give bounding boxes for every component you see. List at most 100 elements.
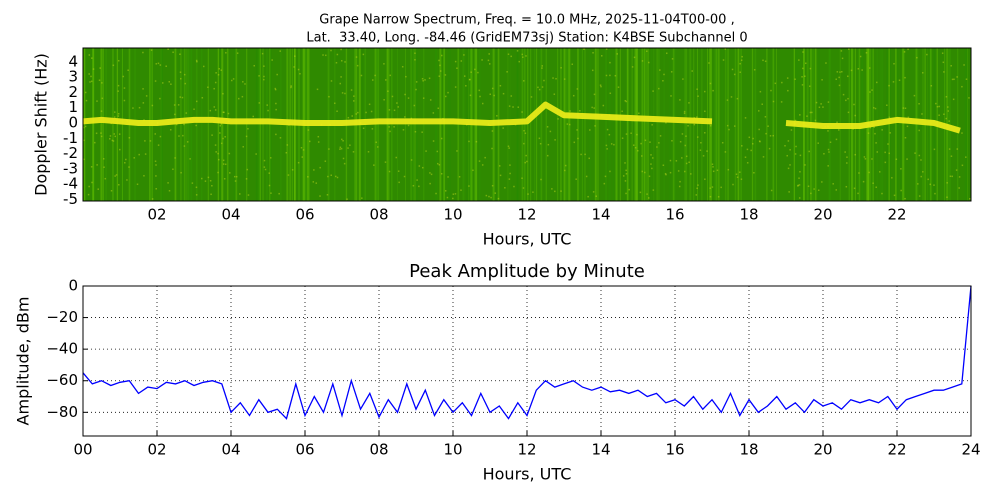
texture-speck bbox=[735, 173, 738, 176]
texture-speck bbox=[371, 128, 374, 130]
texture-speck bbox=[267, 109, 269, 112]
texture-speck bbox=[541, 67, 543, 69]
texture-speck bbox=[767, 125, 769, 127]
texture-speck bbox=[341, 92, 344, 94]
texture-speck bbox=[123, 99, 126, 102]
texture-speck bbox=[102, 158, 105, 160]
texture-speck bbox=[764, 60, 767, 63]
texture-speck bbox=[236, 52, 239, 54]
texture-speck bbox=[758, 140, 761, 142]
texture-speck bbox=[128, 137, 131, 139]
chart-title: Lat. 33.40, Long. -84.46 (GridEM73sj) St… bbox=[306, 31, 747, 46]
texture-speck bbox=[838, 129, 840, 131]
y-tick-label: 2 bbox=[68, 83, 78, 101]
texture-speck bbox=[195, 194, 198, 196]
texture-speck bbox=[287, 174, 290, 176]
texture-speck bbox=[678, 185, 681, 188]
texture-speck bbox=[344, 61, 346, 63]
texture-speck bbox=[469, 94, 472, 97]
texture-speck bbox=[290, 86, 292, 89]
texture-speck bbox=[569, 110, 571, 112]
texture-speck bbox=[868, 171, 870, 174]
texture-speck bbox=[133, 157, 135, 159]
texture-speck bbox=[573, 141, 576, 144]
texture-speck bbox=[688, 161, 690, 164]
texture-speck bbox=[389, 130, 391, 133]
texture-speck bbox=[602, 104, 605, 107]
texture-speck bbox=[599, 84, 602, 86]
texture-speck bbox=[142, 88, 144, 90]
texture-speck bbox=[470, 71, 472, 73]
texture-speck bbox=[307, 176, 309, 178]
texture-speck bbox=[415, 88, 417, 91]
texture-speck bbox=[437, 107, 440, 110]
texture-speck bbox=[388, 170, 391, 173]
texture-speck bbox=[526, 160, 528, 163]
texture-speck bbox=[446, 196, 449, 199]
texture-speck bbox=[178, 135, 180, 137]
y-tick-label: −20 bbox=[46, 308, 78, 326]
texture-speck bbox=[609, 92, 612, 95]
texture-speck bbox=[430, 173, 433, 176]
plot-background bbox=[83, 286, 971, 436]
texture-speck bbox=[278, 192, 280, 195]
texture-speck bbox=[343, 162, 346, 165]
texture-speck bbox=[625, 100, 628, 103]
texture-speck bbox=[638, 112, 640, 115]
texture-speck bbox=[422, 166, 424, 169]
texture-speck bbox=[838, 76, 840, 79]
texture-speck bbox=[418, 185, 420, 188]
texture-speck bbox=[605, 144, 608, 147]
texture-speck bbox=[173, 104, 176, 106]
texture-speck bbox=[360, 74, 363, 77]
texture-speck bbox=[823, 152, 825, 155]
texture-speck bbox=[917, 183, 919, 185]
texture-speck bbox=[186, 141, 189, 143]
texture-speck bbox=[447, 91, 449, 94]
texture-speck bbox=[549, 130, 552, 133]
texture-speck bbox=[425, 150, 427, 152]
texture-speck bbox=[181, 96, 184, 99]
texture-speck bbox=[454, 60, 457, 63]
chart-title: Peak Amplitude by Minute bbox=[409, 261, 645, 282]
texture-speck bbox=[479, 95, 481, 98]
texture-speck bbox=[110, 189, 113, 192]
texture-speck bbox=[155, 164, 157, 166]
texture-speck bbox=[893, 62, 895, 65]
texture-speck bbox=[421, 131, 423, 133]
texture-speck bbox=[724, 151, 727, 153]
texture-speck bbox=[938, 114, 940, 116]
texture-speck bbox=[521, 111, 523, 113]
texture-speck bbox=[518, 60, 520, 63]
texture-speck bbox=[726, 99, 729, 101]
texture-speck bbox=[201, 97, 204, 99]
texture-speck bbox=[955, 169, 958, 171]
texture-speck bbox=[389, 74, 392, 77]
texture-speck bbox=[238, 97, 240, 100]
texture-speck bbox=[165, 65, 167, 67]
texture-speck bbox=[474, 68, 476, 71]
texture-speck bbox=[786, 77, 789, 79]
texture-speck bbox=[393, 109, 396, 112]
texture-speck bbox=[513, 185, 515, 188]
texture-speck bbox=[605, 74, 608, 77]
texture-speck bbox=[435, 192, 437, 195]
texture-speck bbox=[920, 175, 922, 178]
texture-speck bbox=[739, 62, 741, 65]
amplitude-line bbox=[82, 285, 972, 420]
texture-speck bbox=[362, 53, 365, 56]
texture-speck bbox=[154, 160, 157, 163]
texture-speck bbox=[841, 70, 843, 73]
texture-speck bbox=[846, 162, 848, 164]
texture-speck bbox=[836, 71, 839, 73]
texture-speck bbox=[220, 69, 222, 71]
texture-speck bbox=[953, 78, 955, 81]
y-tick-label: -3 bbox=[63, 159, 78, 177]
texture-speck bbox=[571, 63, 574, 66]
texture-speck bbox=[681, 157, 683, 159]
texture-speck bbox=[772, 100, 775, 103]
texture-speck bbox=[726, 124, 729, 127]
texture-speck bbox=[958, 187, 960, 189]
texture-speck bbox=[232, 78, 235, 80]
texture-speck bbox=[404, 116, 406, 118]
